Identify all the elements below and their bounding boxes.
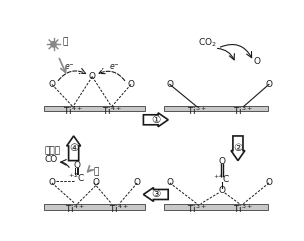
Text: O: O: [73, 161, 80, 170]
Text: Ti$^{3+}$: Ti$^{3+}$: [233, 203, 253, 215]
Text: Ti$^{3+}$: Ti$^{3+}$: [187, 104, 207, 117]
Text: $^{+2}$C: $^{+2}$C: [68, 171, 85, 184]
Text: O: O: [265, 80, 272, 89]
Circle shape: [51, 42, 56, 47]
Text: e$^{-}$: e$^{-}$: [64, 63, 74, 72]
Bar: [44, 204, 145, 210]
Text: O: O: [218, 157, 225, 166]
Text: O: O: [166, 80, 173, 89]
Text: O: O: [93, 178, 100, 187]
Text: ②: ②: [233, 143, 243, 153]
Text: Ti$^{3+}$: Ti$^{3+}$: [187, 203, 207, 215]
Text: $^{+4}$C: $^{+4}$C: [213, 173, 230, 185]
Text: 再利用: 再利用: [44, 146, 60, 155]
Text: Ti$^{3+}$: Ti$^{3+}$: [233, 104, 253, 117]
FancyArrow shape: [67, 136, 81, 161]
Text: O: O: [218, 186, 225, 195]
Text: ③: ③: [151, 189, 161, 200]
Bar: [164, 204, 268, 210]
Text: ④: ④: [69, 143, 78, 153]
Text: Ti$^{4+}$: Ti$^{4+}$: [65, 203, 85, 215]
Text: ①: ①: [151, 115, 161, 125]
Text: O: O: [265, 178, 272, 187]
Text: CO$_2$: CO$_2$: [198, 37, 216, 49]
Text: O: O: [89, 72, 96, 81]
Bar: [164, 106, 268, 111]
Text: 光: 光: [63, 38, 68, 47]
Text: O: O: [48, 178, 55, 187]
Text: O: O: [166, 178, 173, 187]
Text: Ti$^{4+}$: Ti$^{4+}$: [109, 203, 130, 215]
FancyArrow shape: [143, 187, 168, 201]
Text: CO: CO: [44, 155, 57, 164]
Text: O: O: [127, 80, 134, 89]
Text: 热: 热: [94, 167, 99, 176]
Text: Ti$^{4+}$: Ti$^{4+}$: [102, 104, 122, 117]
FancyArrow shape: [231, 136, 245, 161]
FancyArrow shape: [143, 113, 168, 127]
Text: O: O: [134, 178, 141, 187]
Text: e$^{-}$: e$^{-}$: [109, 63, 119, 72]
Text: Ti$^{4+}$: Ti$^{4+}$: [63, 104, 83, 117]
Bar: [44, 106, 145, 111]
Text: O: O: [254, 57, 261, 66]
Text: O: O: [48, 80, 55, 89]
